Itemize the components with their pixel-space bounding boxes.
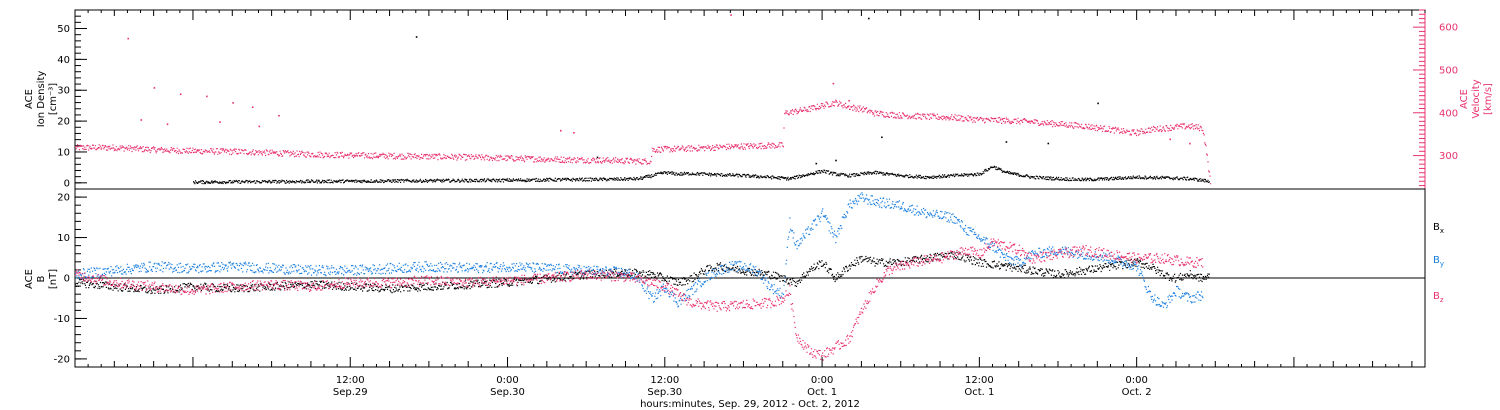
date-tick-label: Sep.30 <box>490 387 525 398</box>
bx-points <box>75 251 1210 295</box>
velocity-outlier <box>127 37 129 40</box>
velocity-outlier <box>206 95 208 98</box>
density-outlier <box>815 162 818 165</box>
density-axis-label-line2: Ion Density <box>36 71 47 128</box>
b-tick-label: -10 <box>54 314 70 325</box>
top-panel-frame <box>74 9 1426 190</box>
time-tick-label: 12:00 <box>336 375 365 386</box>
density-velocity-panel: 0 10 20 30 40 50 300 400 500 600 ACE Ion Density… <box>24 9 1494 190</box>
date-tick-label: Sep.29 <box>333 387 368 398</box>
date-tick-label: Oct. 1 <box>807 387 837 398</box>
time-tick-label: 12:00 <box>650 375 679 386</box>
density-outlier <box>1005 141 1008 143</box>
velocity-axis-label-line1: ACE <box>1459 89 1470 109</box>
velocity-outlier <box>848 99 850 102</box>
magnetic-field-points <box>75 192 1210 361</box>
velocity-outlier <box>832 82 835 85</box>
density-outlier <box>1047 142 1050 145</box>
velocity-outlier <box>1189 142 1191 145</box>
density-outlier <box>596 156 599 159</box>
legend: Bx By Bz <box>1433 222 1444 304</box>
density-outlier <box>868 17 870 20</box>
legend-bz: Bz <box>1433 291 1444 304</box>
b-axis-ticks: -20 -10 0 10 20 <box>54 188 87 368</box>
velocity-axis-label-line2: Velocity <box>1471 79 1482 118</box>
density-tick-label: 10 <box>57 147 70 158</box>
density-points <box>193 165 1210 185</box>
legend-by: By <box>1433 255 1444 268</box>
b-tick-label: -20 <box>54 354 70 365</box>
date-tick-label: Oct. 2 <box>1122 387 1152 398</box>
time-tick-label: 12:00 <box>965 375 994 386</box>
velocity-outlier <box>278 114 280 117</box>
density-tick-label: 30 <box>57 86 70 97</box>
density-tick-label: 40 <box>57 55 70 66</box>
time-tick-label: 0:00 <box>811 375 833 386</box>
velocity-outlier <box>219 121 221 123</box>
velocity-axis-ticks: 300 400 500 600 <box>1413 9 1458 189</box>
b-axis-label-line2: B <box>36 275 47 282</box>
density-outlier <box>415 36 418 38</box>
velocity-outlier <box>730 14 732 16</box>
velocity-outlier <box>251 106 254 108</box>
density-outlier <box>1097 102 1099 105</box>
velocity-outlier <box>153 87 156 89</box>
velocity-outlier <box>1169 138 1171 141</box>
density-outlier <box>835 159 837 162</box>
density-axis-ticks: 0 10 20 30 40 50 <box>57 9 87 190</box>
b-tick-label: 0 <box>64 274 70 285</box>
density-tick-label: 0 <box>64 178 70 189</box>
date-tick-label: Sep.30 <box>647 387 682 398</box>
velocity-tick-label: 500 <box>1439 65 1458 76</box>
velocity-outlier <box>179 93 182 96</box>
b-tick-label: 20 <box>57 193 70 204</box>
time-axis-ticks: 12:00Sep.290:00Sep.3012:00Sep.300:00Oct.… <box>74 10 1426 398</box>
density-axis-label-line1: ACE <box>24 89 35 109</box>
legend-bx: Bx <box>1433 222 1444 235</box>
time-tick-label: 0:00 <box>1125 375 1147 386</box>
velocity-tick-label: 300 <box>1439 151 1458 162</box>
density-axis-label-line3: [cm⁻³] <box>48 83 59 115</box>
b-tick-label: 10 <box>57 233 70 244</box>
date-tick-label: Oct. 1 <box>964 387 994 398</box>
velocity-outlier <box>232 102 234 104</box>
velocity-axis-label-line3: [km/s] <box>1483 83 1494 115</box>
time-tick-label: 0:00 <box>496 375 518 386</box>
velocity-tick-label: 400 <box>1439 108 1458 119</box>
density-tick-label: 50 <box>57 24 70 35</box>
bz-points <box>75 238 1204 361</box>
b-axis-label-line3: [nT] <box>48 269 59 289</box>
b-axis-label-line1: ACE <box>24 269 35 289</box>
velocity-tick-label: 600 <box>1439 23 1458 34</box>
density-outlier <box>881 136 883 139</box>
velocity-outlier <box>166 123 169 126</box>
density-velocity-points <box>75 14 1212 185</box>
x-axis-label: hours:minutes, Sep. 29, 2012 - Oct. 2, 2… <box>640 399 860 410</box>
density-tick-label: 20 <box>57 117 70 128</box>
velocity-outlier <box>560 129 562 132</box>
velocity-points <box>75 99 1212 185</box>
velocity-outlier <box>140 119 143 121</box>
velocity-outlier <box>573 132 575 134</box>
velocity-outlier <box>258 125 261 128</box>
